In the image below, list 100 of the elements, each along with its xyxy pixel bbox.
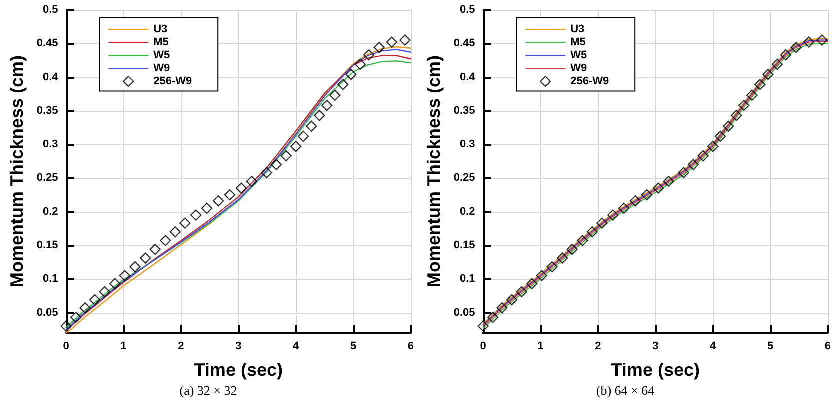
point [89,294,101,306]
point [80,302,91,314]
point [630,196,642,207]
legend-label: W9 [570,62,588,74]
y-tick-label: 0.3 [460,138,476,151]
y-tick-label: 0.15 [454,240,476,252]
point [130,261,141,273]
point [731,110,742,122]
point [170,226,182,238]
point [754,79,766,90]
point [212,196,224,207]
x-tick-label: 5 [767,340,774,352]
y-tick-label: 0.2 [460,206,476,218]
point [306,120,318,132]
point [346,69,357,80]
point [270,159,282,170]
x-tick-label: 6 [824,340,832,352]
legend-label: 256-W9 [154,76,192,88]
point [816,34,828,46]
point [608,210,619,221]
x-tick-label: 6 [408,340,414,352]
point [618,202,630,214]
point [374,42,385,54]
x-tick-label: 0 [480,340,486,352]
point [663,176,674,188]
point [772,58,783,70]
point [496,302,508,314]
point [516,286,528,298]
point [506,294,518,306]
text: (b) 64 × 64 [596,383,656,398]
point [190,210,202,221]
x-tick-label: 5 [350,340,357,352]
point [790,42,802,54]
point [236,182,248,194]
x-tick-label: 3 [236,340,242,352]
point [556,252,568,264]
point [487,312,499,324]
point [400,34,411,46]
point [688,159,700,170]
point [566,244,578,256]
point [280,150,292,162]
point [298,130,310,142]
point [678,167,690,178]
point [261,167,272,178]
point [536,270,548,282]
y-tick-label: 0.2 [43,206,58,218]
point [652,182,664,194]
y-axis-title: Momentum Thickness (cm) [424,55,444,288]
point [707,141,719,152]
x-tick-label: 1 [120,340,127,352]
y-tick-label: 0.45 [454,38,476,50]
point [722,120,734,132]
point [201,202,213,214]
x-axis-title: Time (sec) [194,360,283,380]
point [586,226,598,238]
legend-label: W5 [154,50,170,62]
point [119,270,130,282]
point [246,176,258,188]
text: (a) 32 × 32 [180,383,238,398]
x-axis-title: Time (sec) [611,360,700,380]
x-tick-label: 4 [293,340,300,352]
y-tick-label: 0.25 [454,172,476,184]
x-tick-label: 2 [595,340,602,352]
x-tick-label: 4 [710,340,717,352]
point [577,235,588,246]
point [714,130,726,142]
legend-label: U3 [154,24,168,36]
x-tick-label: 0 [63,340,70,352]
x-tick-label: 2 [178,340,184,352]
point [354,58,366,70]
point [738,100,750,112]
legend-label: M5 [154,36,169,48]
point [746,90,758,102]
point [150,244,161,256]
y-tick-label: 0.35 [454,104,476,117]
x-tick-label: 1 [538,340,544,352]
point [180,218,191,229]
y-tick-label: 0.25 [36,172,58,184]
y-tick-label: 0.15 [36,240,58,252]
point [803,36,815,48]
y-tick-label: 0.4 [43,71,60,84]
point [478,320,489,332]
x-tick-label: 3 [652,340,659,352]
y-tick-label: 0.35 [36,104,58,117]
point [698,150,709,162]
point [70,312,82,324]
point [290,141,302,152]
point [338,79,349,90]
point [780,49,792,61]
legend-label: M5 [570,36,586,48]
y-tick-label: 0.05 [454,306,476,319]
y-tick-label: 0.1 [460,273,476,286]
point [99,286,110,298]
legend-label: W5 [570,50,588,62]
y-tick-label: 0.1 [43,273,58,286]
y-tick-label: 0.5 [43,4,58,16]
point [641,189,653,201]
point [526,278,538,290]
point [762,69,774,80]
point [546,261,558,273]
